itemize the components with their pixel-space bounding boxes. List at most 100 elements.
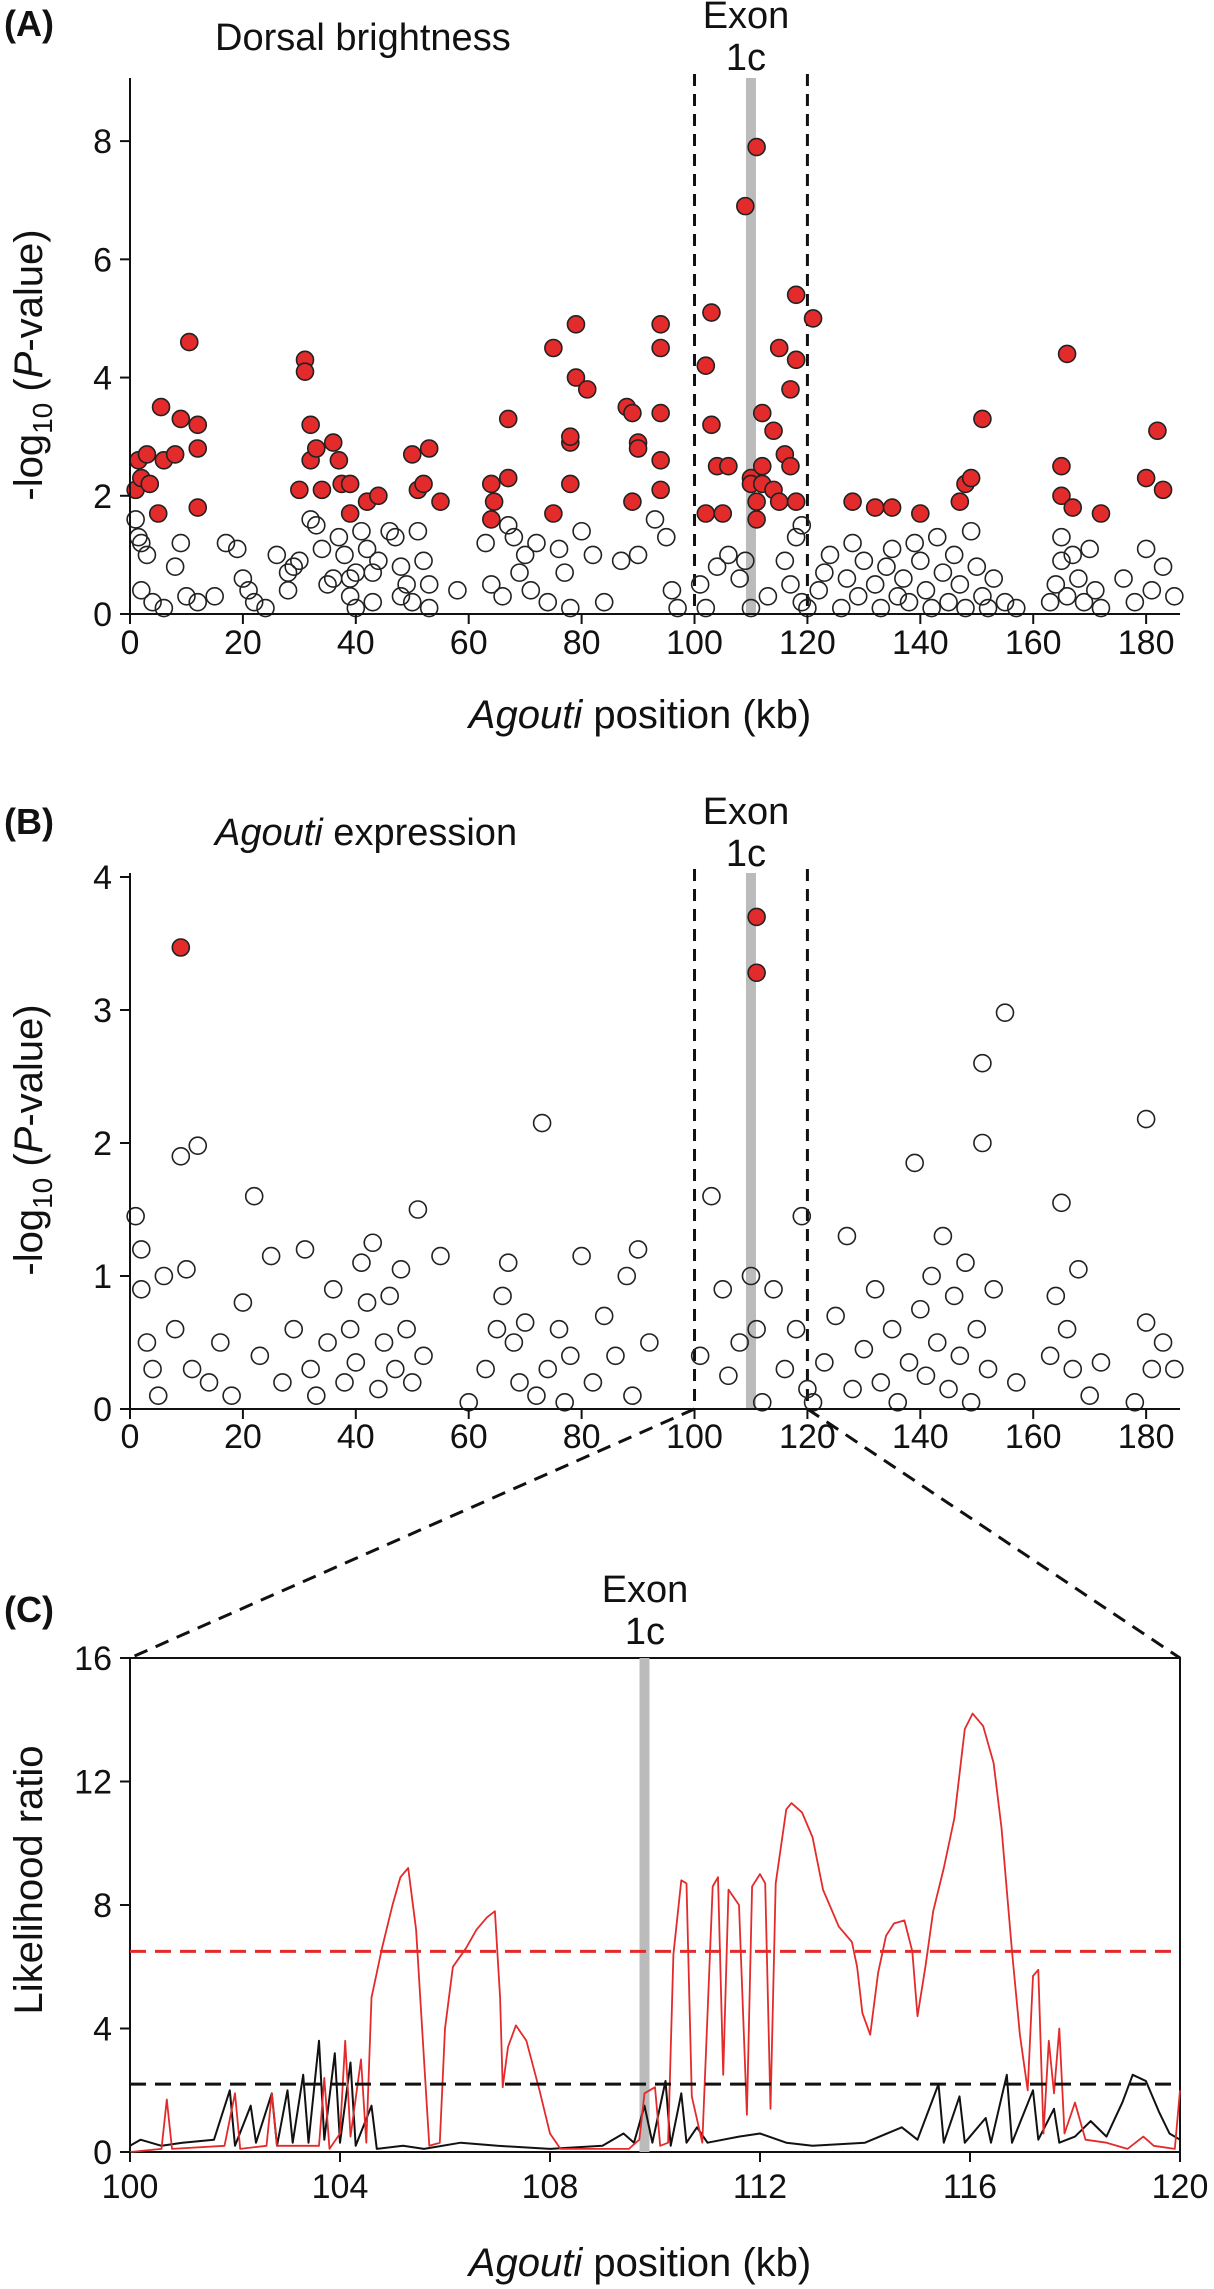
- panel-c-x-tick-label: 108: [522, 2168, 579, 2206]
- panel-b-point-nonsignificant: [764, 1280, 783, 1299]
- panel-a-point-significant: [702, 415, 721, 435]
- panel-a-point-significant: [747, 137, 766, 157]
- panel-b-point-nonsignificant: [1091, 1353, 1111, 1372]
- panel-b-point-nonsignificant: [583, 1373, 603, 1392]
- panel-a-point-nonsignificant: [888, 586, 908, 606]
- panel-a-point-nonsignificant: [995, 592, 1015, 612]
- panel-a-point-significant: [1052, 486, 1071, 506]
- panel-c-y-tick-label: 8: [93, 1887, 112, 1925]
- panel-a-point-nonsignificant: [357, 539, 377, 559]
- panel-a-point-significant: [843, 492, 862, 511]
- panel-b-point-nonsignificant: [843, 1379, 862, 1399]
- panel-a-x-tick-label: 60: [450, 624, 488, 662]
- panel-a-point-nonsignificant: [278, 581, 298, 600]
- panel-a-point-significant: [651, 451, 670, 470]
- panel-a-exon-label-line1: Exon: [703, 0, 790, 37]
- panel-b-point-nonsignificant: [408, 1200, 428, 1219]
- panel-a-point-nonsignificant: [137, 545, 157, 565]
- panel-a-point-nonsignificant: [290, 551, 309, 571]
- panel-b-point-nonsignificant: [690, 1346, 710, 1366]
- panel-a-point-nonsignificant: [956, 598, 975, 618]
- panel-b-point-nonsignificant: [1136, 1109, 1156, 1129]
- panel-a-point-nonsignificant: [905, 533, 924, 553]
- panel-a-point-nonsignificant: [1069, 569, 1088, 588]
- panel-a-point-significant: [323, 433, 343, 452]
- panel-b-point-nonsignificant: [623, 1386, 642, 1405]
- panel-b-point-nonsignificant: [402, 1373, 422, 1392]
- panel-a-point-significant: [651, 315, 670, 334]
- panel-b-point-nonsignificant: [273, 1373, 292, 1392]
- panel-a-point-nonsignificant: [939, 592, 958, 612]
- panel-b-point-nonsignificant: [899, 1353, 919, 1372]
- panel-a-point-nonsignificant: [916, 581, 936, 600]
- panel-a-point-significant: [769, 492, 789, 511]
- panel-b-point-nonsignificant: [752, 1393, 772, 1412]
- panel-a-point-significant: [882, 498, 902, 517]
- panel-a-point-nonsignificant: [510, 563, 529, 582]
- panel-a-point-significant: [165, 445, 185, 464]
- panel-b-point-nonsignificant: [572, 1246, 591, 1266]
- panel-a-point-nonsignificant: [815, 563, 834, 582]
- panel-b-point-nonsignificant: [222, 1386, 241, 1405]
- panel-a-y-tick-label: 0: [93, 596, 112, 634]
- panel-b-x-tick-label: 140: [892, 1418, 949, 1456]
- panel-a-point-nonsignificant: [1080, 539, 1099, 559]
- panel-a-point-nonsignificant: [894, 569, 913, 588]
- panel-b-point-nonsignificant: [1165, 1359, 1184, 1379]
- panel-a-point-nonsignificant: [306, 516, 326, 535]
- panel-a-point-nonsignificant: [555, 563, 574, 582]
- panel-a-point-nonsignificant: [1052, 551, 1071, 571]
- panel-b-point-nonsignificant: [628, 1240, 648, 1259]
- panel-a-point-significant: [747, 510, 766, 529]
- panel-a-point-significant: [577, 380, 597, 399]
- panel-a-point-nonsignificant: [498, 516, 518, 535]
- panel-a-point-significant: [865, 498, 885, 517]
- panel-b-point-nonsignificant: [549, 1319, 569, 1339]
- panel-b-point-nonsignificant: [431, 1246, 450, 1266]
- panel-a-point-nonsignificant: [239, 581, 258, 600]
- panel-b-x-tick-label: 100: [666, 1418, 723, 1456]
- panel-a-point-significant: [651, 338, 670, 358]
- panel-a-point-nonsignificant: [1006, 598, 1026, 618]
- panel-b-point-nonsignificant: [888, 1393, 908, 1412]
- panel-b-point-nonsignificant: [798, 1379, 817, 1399]
- panel-b-point-nonsignificant: [510, 1373, 529, 1392]
- panel-b-point-nonsignificant: [741, 1266, 761, 1286]
- panel-b-title: Agouti expression: [213, 812, 517, 854]
- panel-a-point-significant: [561, 474, 580, 494]
- panel-a-point-nonsignificant: [944, 545, 964, 565]
- panel-a-title: Dorsal brightness: [215, 17, 511, 59]
- panel-a-point-nonsignificant: [188, 592, 208, 612]
- panel-b-point-nonsignificant: [922, 1266, 941, 1286]
- panel-a-point-nonsignificant: [481, 575, 501, 594]
- panel-a-point-nonsignificant: [837, 569, 857, 588]
- panel-b-point-nonsignificant: [301, 1359, 320, 1379]
- panel-a-point-nonsignificant: [984, 569, 1004, 588]
- panel-a-point-significant: [498, 409, 518, 429]
- panel-a-point-nonsignificant: [758, 586, 778, 606]
- panel-b-point-nonsignificant: [244, 1186, 264, 1206]
- panel-a-point-significant: [651, 480, 670, 500]
- panel-a-point-nonsignificant: [448, 581, 467, 600]
- panel-c-y-tick-label: 16: [74, 1640, 112, 1678]
- panel-a-point-significant: [402, 445, 422, 464]
- panel-b-point-nonsignificant: [905, 1153, 924, 1173]
- panel-b-point-nonsignificant: [865, 1280, 885, 1299]
- panel-a-point-nonsignificant: [171, 533, 191, 553]
- panel-b-x-tick-label: 80: [563, 1418, 601, 1456]
- panel-b-point-nonsignificant: [978, 1359, 998, 1379]
- panel-b-point-nonsignificant: [950, 1346, 970, 1366]
- panel-a-x-tick-label: 20: [224, 624, 262, 662]
- panel-a-point-nonsignificant: [696, 598, 716, 618]
- panel-a-point-nonsignificant: [899, 592, 919, 612]
- panel-b-y-tick-label: 3: [93, 992, 112, 1030]
- panel-a-point-significant: [484, 492, 504, 511]
- zoom-connector-left: [129, 1407, 696, 1660]
- panel-a-point-nonsignificant: [967, 557, 987, 577]
- panel-a-point-significant: [188, 498, 208, 517]
- panel-a-point-nonsignificant: [391, 586, 411, 606]
- panel-b-point-nonsignificant: [538, 1359, 558, 1379]
- panel-b-point-nonsignificant: [199, 1373, 219, 1392]
- panel-a-point-nonsignificant: [820, 545, 840, 565]
